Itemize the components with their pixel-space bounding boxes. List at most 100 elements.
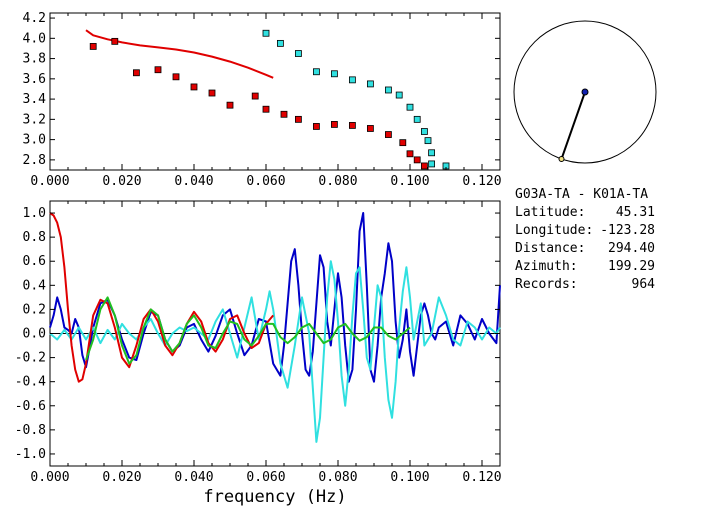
dispersion-point-red-squares [420,162,428,170]
correlation-x-tick-label: 0.080 [318,470,357,485]
correlation-y-tick-label: -0.2 [15,351,46,366]
dispersion-point-red-squares [208,89,216,97]
dispersion-point-cyan-squares [424,137,432,145]
correlation-series-cyan [49,260,501,443]
center-station-marker [581,88,589,96]
correlation-x-tick-label: 0.020 [102,470,141,485]
dispersion-point-red-squares [154,66,162,74]
dispersion-point-red-squares [111,37,119,45]
correlation-y-ticks: 1.0 0.8 0.6 0.4 0.2 0.0 -0.2 -0.4 -0.6 -0.8 -1.0 [15,206,500,462]
correlation-y-tick-label: -0.6 [15,399,46,414]
dispersion-point-cyan-squares [395,91,403,99]
dispersion-y-tick-label: 3.0 [23,133,46,148]
correlation-panel: 1.0 0.8 0.6 0.4 0.2 0.0 -0.2 -0.4 -0.6 -0.8 -1.0 0… [15,200,502,507]
dispersion-x-tick-label: 0.000 [30,174,69,189]
correlation-x-tick-label: 0.120 [462,470,501,485]
dispersion-plot-frame [49,12,501,171]
correlation-y-tick-label: 0.8 [23,230,46,245]
remote-station-marker [558,156,565,162]
azimuth-line [560,91,586,160]
longitude-value: -123.28 [600,223,655,238]
correlation-y-tick-label: 0.4 [23,278,47,293]
dispersion-x-tick-label: 0.060 [246,174,285,189]
dispersion-point-red-squares [262,105,270,113]
dispersion-point-red-squares [330,121,338,128]
dispersion-y-ticks: 2.8 3.0 3.2 3.4 3.6 3.8 4.0 4.2 [23,11,500,168]
x-axis-label: frequency (Hz) [203,487,346,507]
dispersion-point-red-squares [312,123,320,130]
distance-label: Distance: [515,241,585,256]
longitude-label: Longitude: [515,223,593,238]
correlation-x-tick-label: 0.100 [390,470,429,485]
dispersion-point-cyan-squares [330,70,338,78]
azimuth-inset [513,20,657,164]
dispersion-point-cyan-squares [428,149,436,157]
dispersion-panel: 2.8 3.0 3.2 3.4 3.6 3.8 4.0 4.2 0.000 0.020 0.040… [23,11,502,189]
dispersion-y-tick-label: 3.2 [23,112,46,127]
dispersion-point-cyan-squares [276,39,284,47]
dispersion-point-cyan-squares [413,115,421,123]
dispersion-point-cyan-squares [420,128,428,135]
records-value: 964 [632,277,656,292]
correlation-x-tick-label: 0.000 [30,470,69,485]
dispersion-y-tick-label: 4.2 [23,11,46,26]
correlation-y-tick-label: 0.6 [23,254,46,269]
dispersion-y-tick-label: 3.4 [23,92,47,107]
correlation-x-tick-label: 0.060 [246,470,285,485]
correlation-y-tick-label: -0.4 [15,375,46,390]
correlation-x-tick-label: 0.040 [174,470,213,485]
dispersion-point-red-squares [384,131,392,138]
dispersion-series-red-curve [85,29,274,79]
dispersion-point-cyan-squares [406,103,414,111]
azimuth-label: Azimuth: [515,259,578,274]
correlation-marks [49,212,501,443]
dispersion-x-tick-label: 0.040 [174,174,213,189]
dispersion-point-red-squares [226,101,234,109]
dispersion-point-cyan-squares [348,76,356,84]
dispersion-point-red-squares [190,83,198,91]
dispersion-point-cyan-squares [366,80,374,88]
correlation-y-tick-label: -1.0 [15,447,46,462]
correlation-y-tick-label: -0.8 [15,423,46,438]
correlation-y-tick-label: 1.0 [23,206,46,221]
dispersion-point-red-squares [294,115,302,123]
dispersion-point-red-squares [399,139,407,147]
distance-value: 294.40 [608,241,655,256]
dispersion-x-tick-label: 0.100 [390,174,429,189]
dispersion-y-tick-label: 3.6 [23,72,46,87]
dispersion-x-tick-label: 0.080 [318,174,357,189]
dispersion-x-tick-label: 0.120 [462,174,501,189]
latitude-label: Latitude: [515,205,585,220]
dispersion-point-red-squares [251,92,259,100]
records-label: Records: [515,277,578,292]
dispersion-x-tick-label: 0.020 [102,174,141,189]
correlation-y-tick-label: 0.2 [23,302,46,317]
correlation-x-ticks: 0.000 0.020 0.040 0.060 0.080 0.100 0.120 [30,201,502,485]
dispersion-x-ticks: 0.000 0.020 0.040 0.060 0.080 0.100 0.120 [30,13,502,189]
station-pair: G03A-TA - K01A-TA [515,187,648,202]
correlation-series-green [85,296,411,365]
dispersion-marks [85,29,450,170]
dispersion-y-tick-label: 4.0 [23,31,46,46]
dispersion-point-red-squares [366,125,374,132]
dispersion-point-red-squares [413,156,421,164]
correlation-y-tick-label: 0.0 [23,327,46,342]
dispersion-point-red-squares [348,122,356,129]
dispersion-point-red-squares [406,150,414,158]
dispersion-point-cyan-squares [262,29,270,37]
dispersion-y-tick-label: 3.8 [23,52,46,67]
dispersion-point-red-squares [132,69,140,77]
latitude-value: 45.31 [616,205,655,220]
dispersion-point-red-squares [89,43,97,50]
dispersion-point-cyan-squares [294,50,302,57]
dispersion-point-cyan-squares [428,160,436,168]
azimuth-value: 199.29 [608,259,655,274]
station-info: G03A-TA - K01A-TA Latitude: 45.31 Longit… [515,187,655,292]
dispersion-point-red-squares [280,110,288,118]
dispersion-point-cyan-squares [312,68,320,76]
dispersion-point-red-squares [172,73,180,81]
dispersion-y-tick-label: 2.8 [23,153,46,168]
dispersion-point-cyan-squares [384,86,392,94]
